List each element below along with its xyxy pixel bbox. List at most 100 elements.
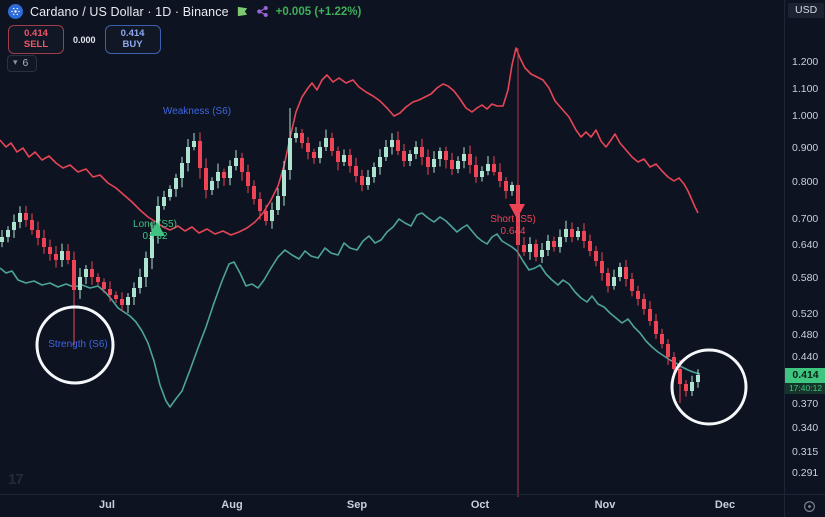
short-signal-price: 0.644 [500,226,525,237]
sell-price: 0.414 [24,28,48,40]
candle-body [630,279,634,291]
bar-countdown: 17:40:12 [785,382,825,394]
price-tick: 0.315 [792,446,819,458]
price-tick: 0.900 [792,142,819,154]
buy-button[interactable]: 0.414 BUY [104,25,161,54]
candle-body [684,384,688,391]
candle-body [162,197,166,206]
candle-body [414,147,418,154]
candle-body [534,244,538,257]
currency-toggle-button[interactable]: USD [788,3,825,18]
candle-body [444,151,448,160]
candle-body [666,344,670,357]
candle-body [30,220,34,230]
candle-body [546,241,550,250]
price-tick: 0.440 [792,351,819,363]
candle-body [306,143,310,152]
candle-body [18,213,22,222]
annotation-circle-2[interactable] [670,348,748,426]
price-tick: 0.520 [792,308,819,320]
flag-icon[interactable] [236,5,249,18]
tradingview-logo-icon: 17 [8,471,24,488]
candle-body [510,185,514,191]
candle-body [192,141,196,147]
candle-body [672,357,676,369]
candle-body [300,133,304,143]
candle-body [600,261,604,273]
symbol-legend: Cardano / US Dollar · 1D · Binance +0.00… [8,4,361,19]
candle-body [90,269,94,277]
candle-body [252,186,256,199]
scales-settings-icon[interactable] [802,499,817,517]
candle-body [654,321,658,334]
price-tick: 1.100 [792,83,819,95]
candle-body [462,154,466,161]
last-price-value: 0.414 [785,368,825,383]
candle-body [96,277,100,282]
candle-body [48,247,52,254]
candle-body [138,277,142,288]
buy-label: BUY [122,38,143,50]
symbol-title[interactable]: Cardano / US Dollar · 1D · Binance [30,4,229,19]
long-signal-price: 0.732 [142,231,167,242]
price-tick: 0.700 [792,213,819,225]
candle-body [12,222,16,230]
candle-body [696,375,700,382]
price-tick: 1.200 [792,56,819,68]
trade-buttons: 0.414 SELL 0.000 0.414 BUY [8,25,161,54]
candle-body [690,382,694,391]
weakness-signal-label: Weakness (S6) [163,106,231,117]
price-axis[interactable]: USD 0.414 17:40:12 1.200 1.100 1.000 0.900 0… [784,0,825,517]
candle-body [582,231,586,241]
candle-body [24,213,28,220]
indicators-collapse-toggle[interactable]: ▾ 6 [7,55,38,72]
candle-body [168,189,172,197]
candle-body [84,269,88,277]
candle-body [438,151,442,159]
candle-body [210,181,214,190]
candle-body [78,277,82,290]
candle-body [456,161,460,169]
candle-body [564,229,568,237]
candle-body [72,260,76,290]
month-tick: Sep [346,499,368,511]
candle-body [588,241,592,251]
sell-button[interactable]: 0.414 SELL [8,25,64,54]
candle-body [144,258,148,277]
candle-body [318,147,322,158]
candle-body [108,289,112,295]
price-tick: 0.340 [792,422,819,434]
candle-body [216,172,220,181]
candle-body [504,181,508,191]
price-tick: 0.370 [792,398,819,410]
candle-body [420,147,424,157]
candle-body [204,168,208,190]
candle-body [156,206,160,232]
price-tick: 1.000 [792,110,819,122]
candle-body [618,267,622,277]
candle-body [240,158,244,172]
price-tick: 0.580 [792,272,819,284]
candle-body [258,199,262,211]
annotation-circle-1[interactable] [35,305,115,385]
candle-body [612,277,616,286]
candle-body [384,147,388,157]
long-triangle-up-icon [149,222,165,236]
candle-body [126,297,130,305]
short-signal-label: Short (S5) [490,214,536,225]
share-icon[interactable] [256,5,269,18]
candle-body [558,237,562,247]
candle-body [378,157,382,167]
candle-body [528,244,532,252]
candle-body [354,166,358,176]
candle-body [186,147,190,163]
candle-body [396,140,400,151]
candle-body [402,151,406,161]
strength-signal-label: Strength (S6) [48,339,107,350]
candle-body [468,154,472,165]
time-axis[interactable]: Jul Aug Sep Oct Nov Dec [0,494,825,517]
candle-body [348,155,352,166]
buy-price: 0.414 [120,28,145,40]
candle-body [42,238,46,247]
